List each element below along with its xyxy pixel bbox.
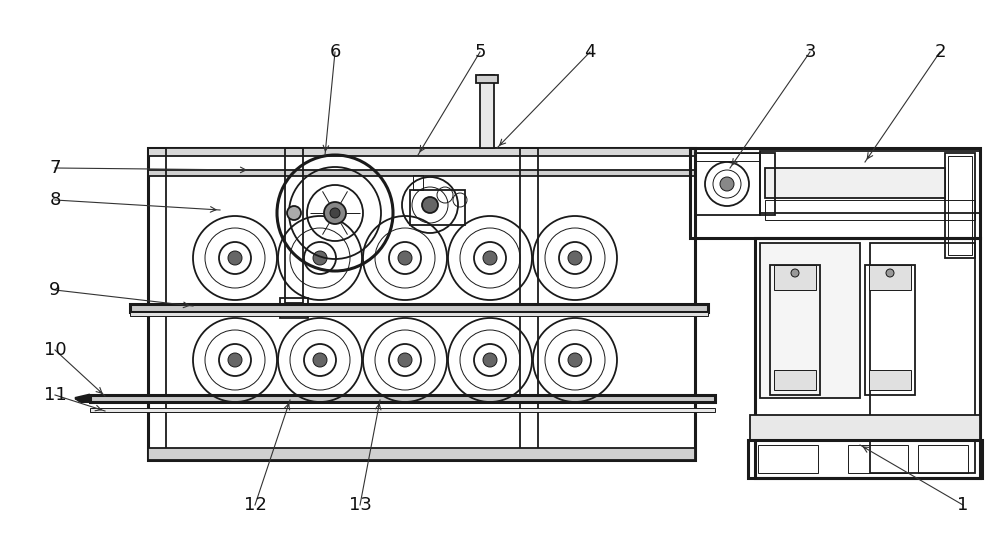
Bar (413, 175, 423, 190)
Bar (948, 156, 972, 255)
Circle shape (313, 353, 327, 367)
Circle shape (287, 206, 301, 220)
Bar (748, 440, 982, 478)
Bar (750, 415, 980, 440)
Bar (760, 243, 860, 398)
Bar (945, 153, 975, 258)
Circle shape (568, 353, 582, 367)
Circle shape (483, 251, 497, 265)
Polygon shape (75, 395, 90, 402)
Bar (848, 445, 908, 473)
Bar (130, 312, 708, 316)
Circle shape (720, 177, 734, 191)
Bar (760, 153, 775, 215)
Bar (760, 151, 980, 213)
Bar (770, 265, 820, 395)
Circle shape (568, 251, 582, 265)
Bar (869, 370, 911, 390)
Text: 1: 1 (957, 496, 969, 514)
Text: 11: 11 (44, 386, 66, 404)
Circle shape (398, 251, 412, 265)
Bar (148, 148, 695, 156)
Bar (476, 75, 498, 83)
Circle shape (422, 197, 438, 213)
Text: 13: 13 (349, 496, 371, 514)
Bar (695, 153, 760, 161)
Text: 3: 3 (804, 43, 816, 61)
Bar (148, 448, 695, 460)
Circle shape (791, 269, 799, 277)
Circle shape (483, 353, 497, 367)
Bar (765, 168, 945, 198)
Text: 12: 12 (244, 496, 266, 514)
Text: 7: 7 (49, 159, 61, 177)
Circle shape (324, 202, 346, 224)
Bar (480, 75, 494, 148)
Circle shape (886, 269, 894, 277)
Bar (755, 238, 980, 478)
Text: 2: 2 (934, 43, 946, 61)
Text: 9: 9 (49, 281, 61, 299)
Bar (774, 265, 816, 290)
Bar (410, 190, 465, 225)
Bar (765, 200, 975, 220)
Circle shape (228, 353, 242, 367)
Text: 5: 5 (474, 43, 486, 61)
Text: 4: 4 (584, 43, 596, 61)
Bar (918, 445, 968, 473)
Bar (758, 445, 818, 473)
Bar (865, 265, 915, 395)
Text: 10: 10 (44, 341, 66, 359)
Bar (148, 170, 695, 176)
Bar (690, 148, 980, 238)
Bar (285, 148, 303, 303)
Bar (90, 408, 715, 412)
Circle shape (398, 353, 412, 367)
Bar (774, 370, 816, 390)
Bar (695, 153, 760, 215)
Bar (870, 243, 975, 473)
Bar (520, 148, 538, 460)
Bar (148, 148, 166, 460)
Bar (90, 395, 715, 402)
Bar (148, 148, 695, 460)
Bar (869, 265, 911, 290)
Circle shape (330, 208, 340, 218)
Bar (280, 298, 308, 318)
Circle shape (228, 251, 242, 265)
Circle shape (313, 251, 327, 265)
Text: 8: 8 (49, 191, 61, 209)
Bar (130, 304, 708, 312)
Text: 6: 6 (329, 43, 341, 61)
